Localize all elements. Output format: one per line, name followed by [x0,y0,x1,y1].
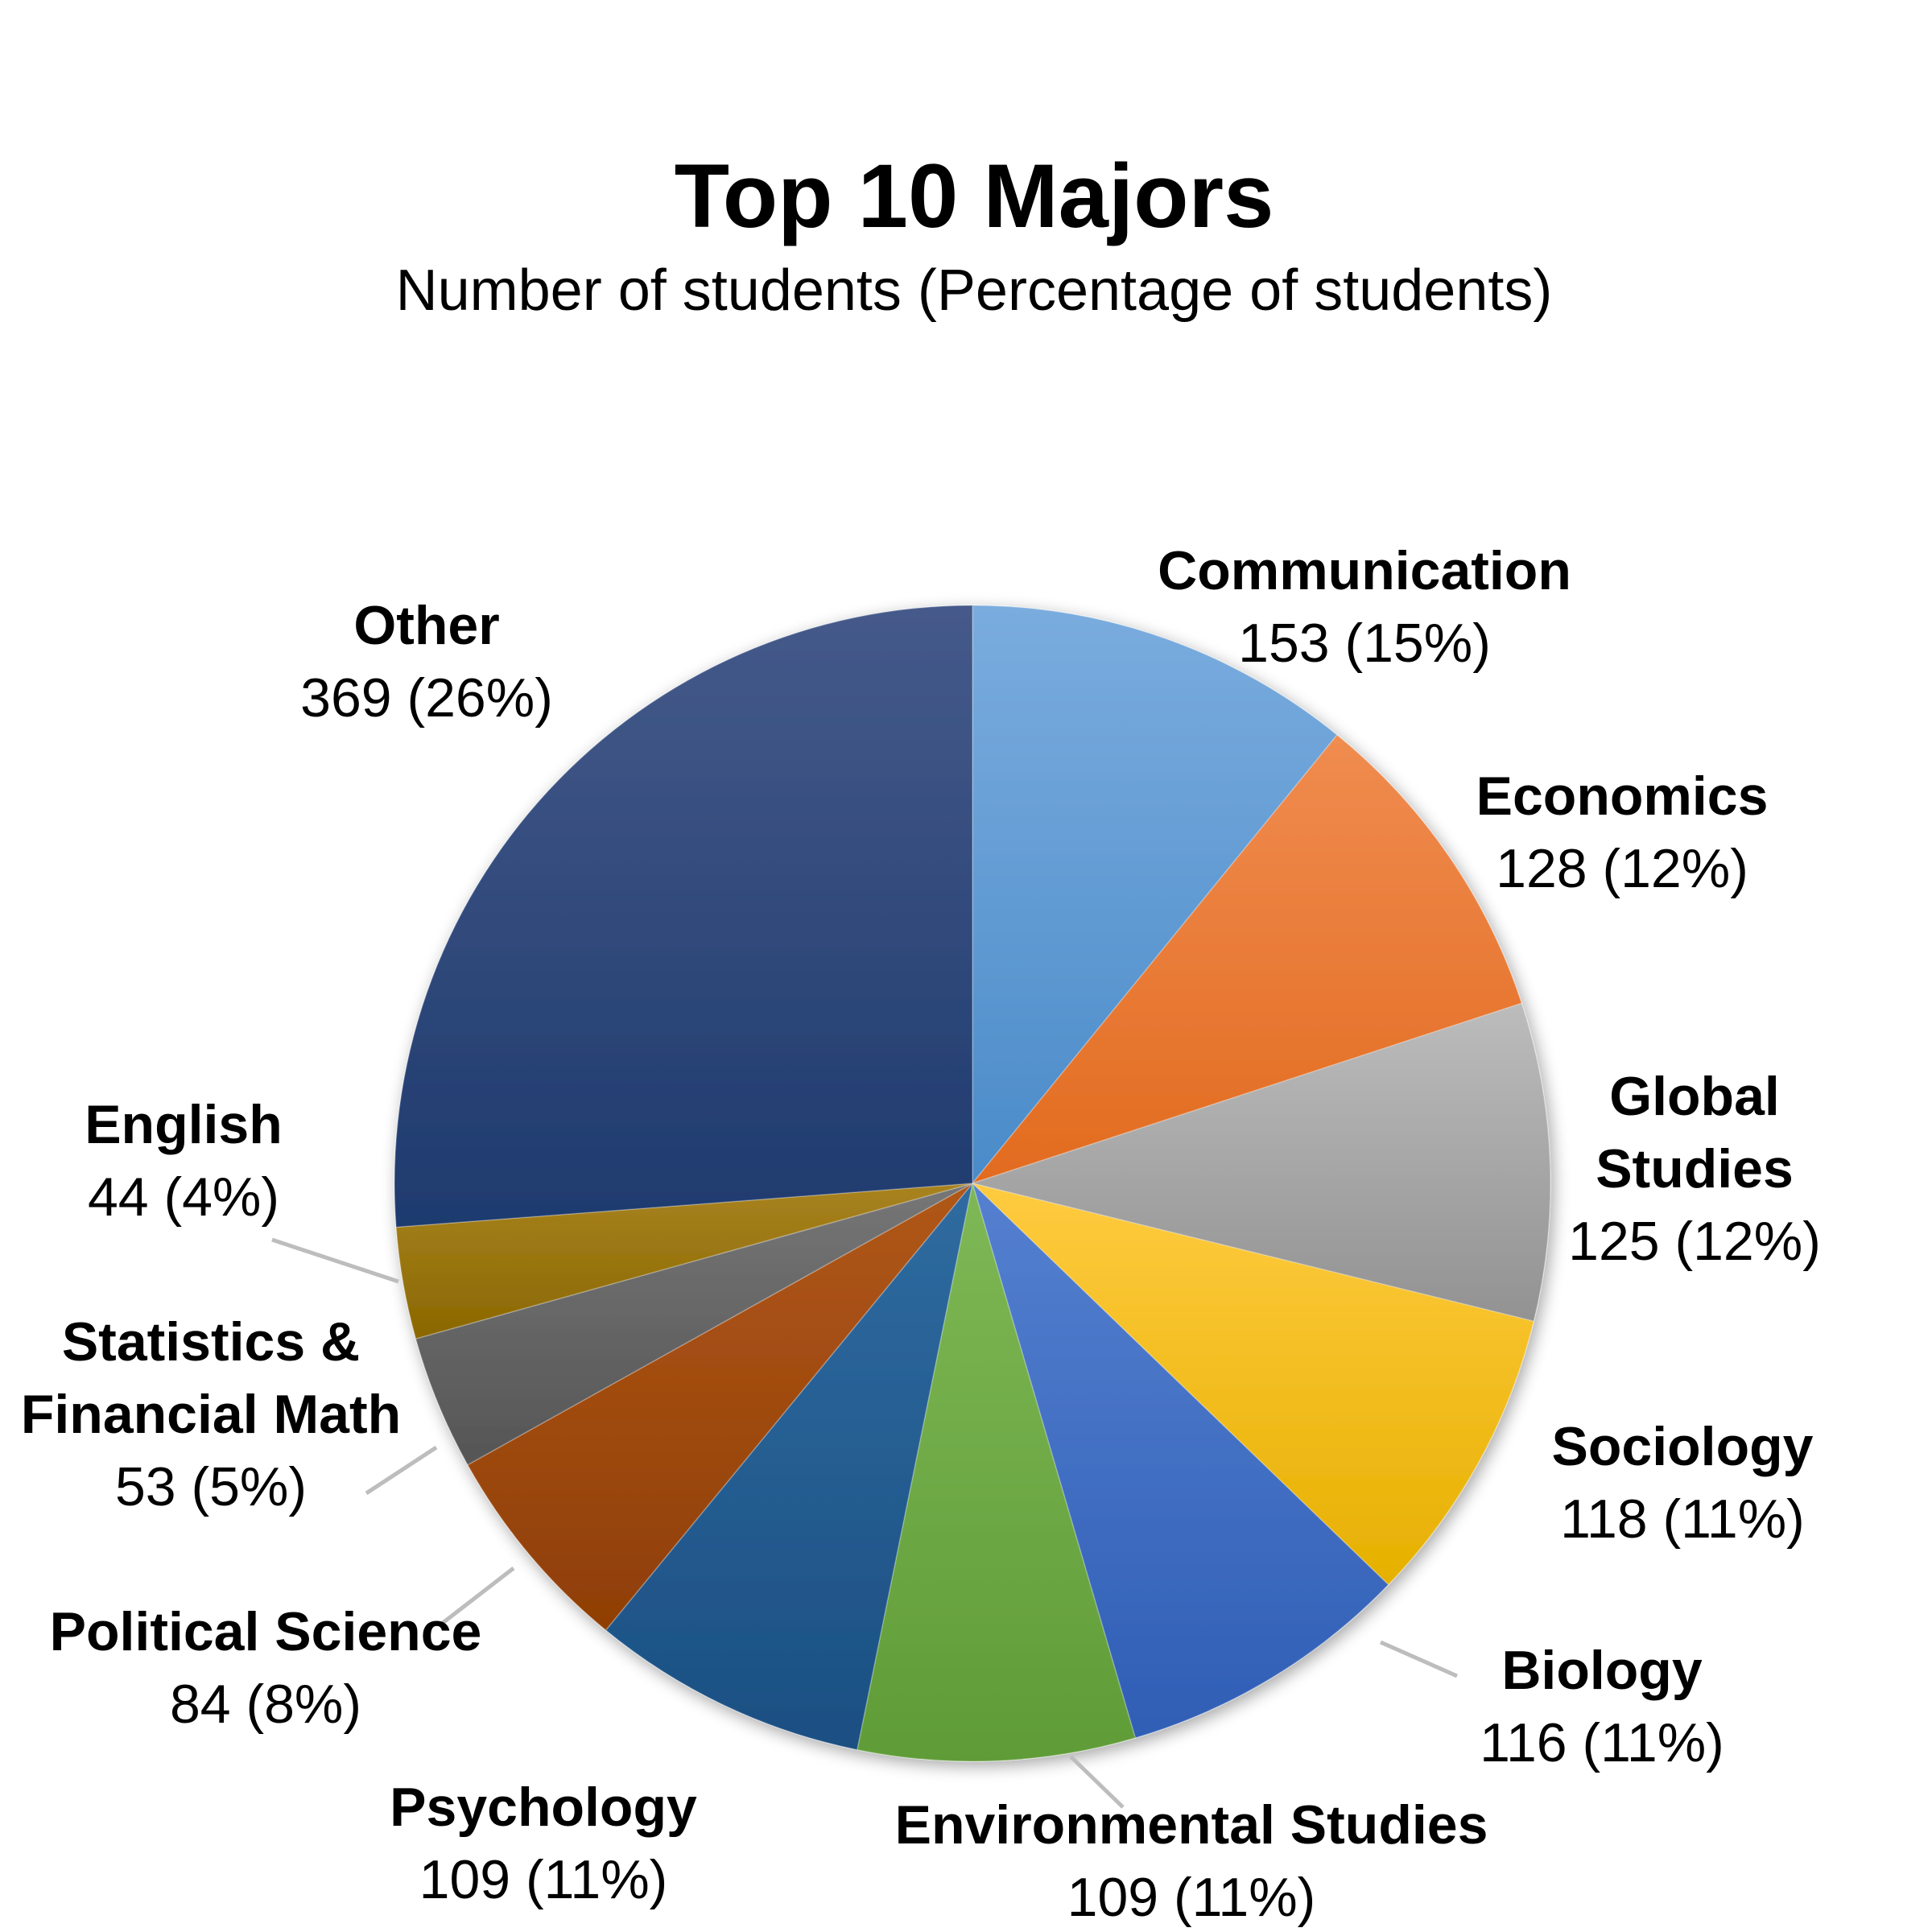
leader-line [271,1237,399,1284]
pie-slice-political-science [466,1183,973,1632]
pie-slice-psychology [605,1183,973,1751]
slice-label-name: Environmental Studies [895,1794,1488,1856]
slice-label-name: Statistics & [62,1311,360,1373]
pie-slice-economics [970,733,1523,1185]
slice-label-name: Studies [1596,1138,1794,1199]
slice-label-value: 44 (4%) [88,1166,279,1228]
leader-lines [271,1237,1459,1809]
slice-label-value: 128 (12%) [1496,838,1748,899]
slice-label-value: 118 (11%) [1560,1488,1805,1550]
pie-slice-communication [972,605,1339,1186]
slice-label-name: Political Science [50,1601,482,1662]
slice-label-name: Biology [1501,1640,1703,1701]
leader-line [365,1445,438,1496]
slice-label-name: English [85,1094,283,1155]
leader-line [1379,1640,1459,1678]
slice-label-name: Financial Math [21,1384,401,1445]
slice-label-value: 84 (8%) [170,1674,361,1735]
pie-slice-global-studies [970,1002,1551,1323]
leader-line [441,1567,515,1624]
slice-label-value: 109 (11%) [1067,1867,1316,1928]
pie-slice-other [394,605,973,1228]
slice-label-name: Other [353,595,499,656]
pie-slice-sociology [970,1182,1535,1586]
slice-label-value: 125 (12%) [1568,1211,1821,1272]
slice-label-name: Psychology [390,1777,697,1838]
slice-labels: Communication 153 (15%) Economics 128 (12%)… [21,540,1821,1928]
slice-label-value: 153 (15%) [1238,613,1491,674]
pie-slice-environmental-studies [856,1183,1137,1762]
slice-label-value: 369 (26%) [300,667,553,729]
slice-label-value: 109 (11%) [419,1849,668,1910]
slice-label-name: Global [1609,1066,1780,1127]
chart-subtitle: Number of students (Percentage of studen… [396,258,1553,323]
pie-slice-biology [971,1181,1389,1739]
leader-line [1069,1755,1125,1809]
slice-label-name: Economics [1476,766,1769,827]
slice-label-name: Sociology [1552,1416,1814,1477]
chart-title: Top 10 Majors [675,146,1274,246]
slice-label-name: Communication [1158,540,1571,601]
pie-slices [394,605,1551,1762]
slice-label-value: 116 (11%) [1480,1712,1724,1773]
slice-label-value: 53 (5%) [115,1456,307,1517]
